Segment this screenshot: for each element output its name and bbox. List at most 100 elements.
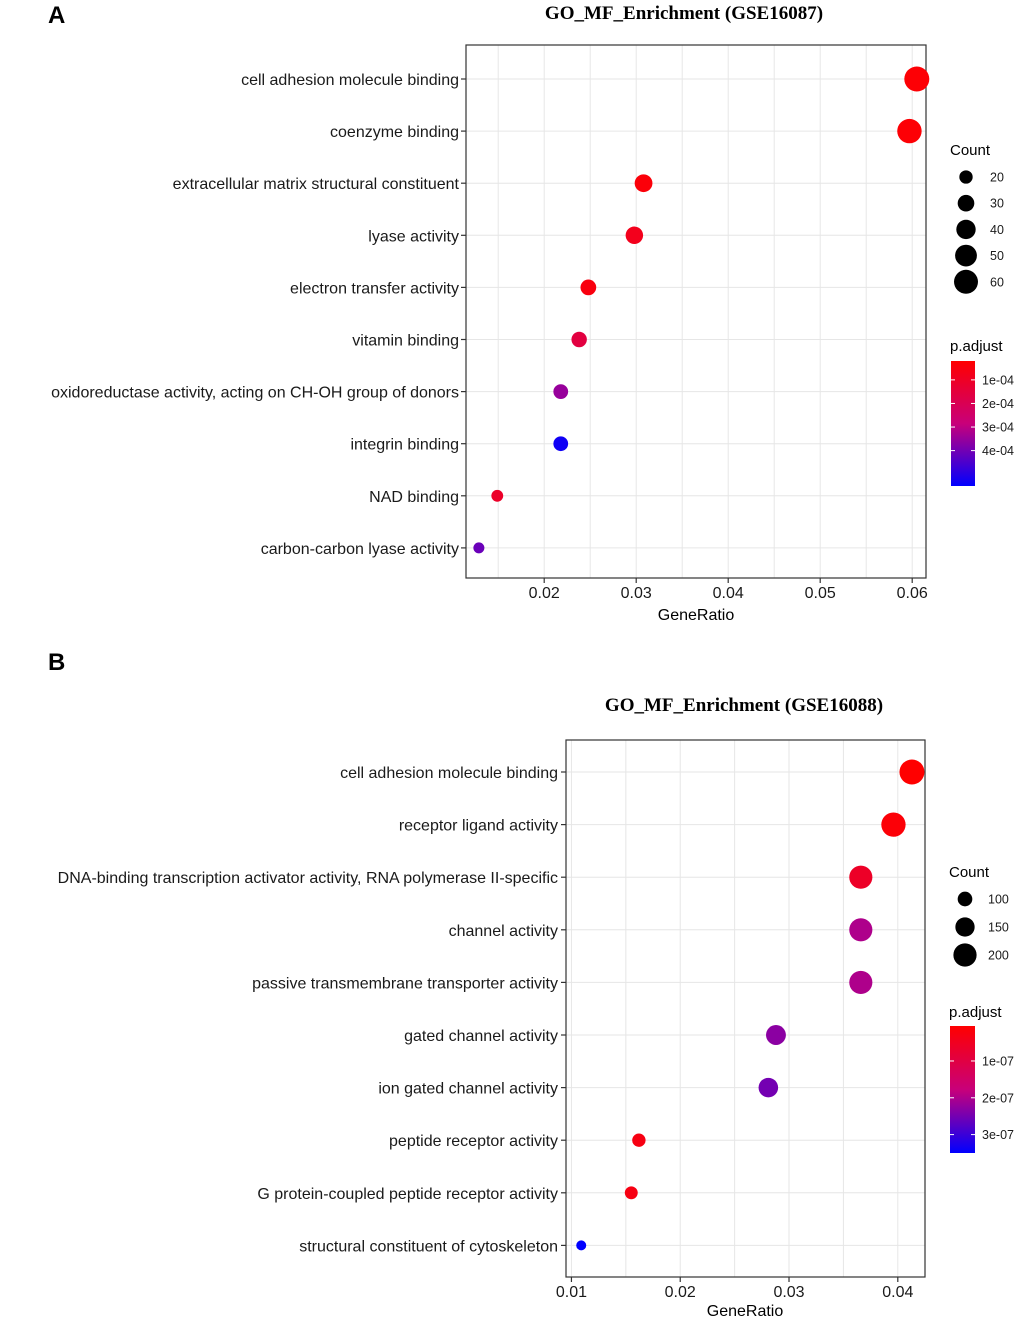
category-label: lyase activity: [368, 228, 459, 245]
data-point: [904, 66, 930, 92]
data-point: [553, 384, 569, 399]
size-legend-key: [957, 891, 973, 907]
x-tick-label: 0.02: [529, 585, 560, 602]
grid-a: [466, 45, 926, 578]
colorbar-label: 1e-07: [982, 1054, 1014, 1068]
colorbar-label: 2e-04: [982, 397, 1014, 411]
size-legend-label: 200: [988, 949, 1009, 963]
data-point: [758, 1077, 779, 1098]
category-label: extracellular matrix structural constitu…: [173, 176, 460, 193]
x-axis-title-b: GeneRatio: [707, 1303, 784, 1320]
panel-label-b: B: [48, 649, 65, 676]
colorbar-label: 2e-07: [982, 1091, 1014, 1105]
data-point: [625, 226, 644, 245]
data-point: [632, 1133, 646, 1147]
panel-b: B GO_MF_Enrichment (GSE16088) cell adhes…: [48, 649, 1014, 1320]
category-labels-b: cell adhesion molecule binding receptor l…: [58, 765, 566, 1255]
x-tick-label: 0.05: [805, 585, 836, 602]
data-point: [576, 1240, 587, 1251]
category-label: oxidoreductase activity, acting on CH-OH…: [51, 385, 459, 402]
color-legend-title-a: p.adjust: [950, 338, 1003, 355]
size-legend-label: 40: [990, 223, 1004, 237]
x-ticks-b: 0.01 0.02 0.03 0.04: [556, 1277, 913, 1301]
data-point: [849, 865, 873, 889]
category-label: integrin binding: [350, 437, 459, 454]
size-legend-label: 50: [990, 249, 1004, 263]
category-label: vitamin binding: [352, 333, 459, 350]
data-point: [849, 918, 873, 942]
size-legend-label: 30: [990, 197, 1004, 211]
category-label: DNA-binding transcription activator acti…: [58, 870, 558, 887]
panel-a: A GO_MF_Enrichment (GSE16087) cell adhes…: [48, 2, 1014, 624]
size-legend-key: [956, 219, 976, 240]
data-point: [624, 1186, 638, 1200]
x-tick-label: 0.06: [897, 585, 928, 602]
grid-b: [566, 740, 925, 1277]
data-point: [571, 331, 587, 348]
category-label: passive transmembrane transporter activi…: [252, 975, 558, 992]
size-legend-a: Count 20 30 40 50 60: [950, 142, 1004, 294]
x-tick-label: 0.03: [773, 1284, 804, 1301]
x-tick-label: 0.03: [621, 585, 652, 602]
colorbar-label: 3e-07: [982, 1128, 1014, 1142]
x-tick-label: 0.01: [556, 1284, 587, 1301]
colorbar-label: 1e-04: [982, 373, 1014, 387]
size-legend-key: [955, 917, 975, 937]
category-label: cell adhesion molecule binding: [340, 765, 558, 782]
category-label: channel activity: [449, 923, 558, 940]
data-point: [897, 118, 922, 144]
points-b: [576, 759, 925, 1251]
size-legend-key: [959, 170, 973, 184]
colorbar-b: [950, 1026, 975, 1153]
data-point: [881, 812, 906, 837]
category-label: coenzyme binding: [330, 124, 459, 141]
color-legend-title-b: p.adjust: [949, 1004, 1002, 1021]
color-legend-a: p.adjust 1e-04 2e-04 3e-04 4e-04: [950, 338, 1014, 486]
size-legend-key: [955, 244, 977, 267]
size-legend-label: 20: [990, 171, 1004, 185]
data-point: [553, 436, 569, 452]
category-label: ion gated channel activity: [378, 1081, 558, 1098]
colorbar-label: 4e-04: [982, 444, 1014, 458]
data-point: [473, 542, 485, 554]
category-label: NAD binding: [369, 489, 459, 506]
size-legend-key: [953, 943, 977, 967]
x-tick-label: 0.02: [665, 1284, 696, 1301]
plot-frame-b: [565, 739, 926, 1278]
x-tick-label: 0.04: [882, 1284, 913, 1301]
category-label: G protein-coupled peptide receptor activ…: [257, 1186, 558, 1203]
size-legend-key: [957, 194, 975, 212]
chart-title-b: GO_MF_Enrichment (GSE16088): [605, 695, 883, 716]
data-point: [849, 970, 873, 994]
category-label: receptor ligand activity: [399, 818, 558, 835]
size-legend-label: 100: [988, 893, 1009, 907]
size-legend-label: 60: [990, 275, 1004, 289]
data-point: [580, 279, 597, 296]
size-legend-label: 150: [988, 921, 1009, 935]
colorbar-label: 3e-04: [982, 421, 1014, 435]
panel-label-a: A: [48, 2, 65, 29]
category-label: structural constituent of cytoskeleton: [299, 1238, 558, 1255]
category-label: carbon-carbon lyase activity: [261, 541, 459, 558]
x-axis-title-a: GeneRatio: [658, 607, 735, 624]
colorbar-a: [951, 361, 975, 486]
category-label: cell adhesion molecule binding: [241, 72, 459, 89]
data-point: [491, 489, 504, 502]
size-legend-title-b: Count: [949, 864, 990, 881]
chart-title-a: GO_MF_Enrichment (GSE16087): [545, 3, 823, 24]
x-ticks-a: 0.02 0.03 0.04 0.05 0.06: [529, 578, 928, 602]
category-label: peptide receptor activity: [389, 1133, 558, 1150]
data-point: [634, 174, 653, 193]
size-legend-title-a: Count: [950, 142, 991, 159]
category-labels-a: cell adhesion molecule binding coenzyme b…: [51, 72, 466, 558]
x-tick-label: 0.04: [713, 585, 744, 602]
size-legend-key: [954, 269, 978, 294]
size-legend-b: Count 100 150 200: [949, 864, 1009, 967]
plot-frame-a: [465, 44, 927, 579]
data-point: [766, 1025, 786, 1045]
data-point: [899, 759, 925, 785]
color-legend-b: p.adjust 1e-07 2e-07 3e-07: [949, 1004, 1014, 1153]
category-label: electron transfer activity: [290, 280, 459, 297]
points-a: [473, 66, 930, 554]
